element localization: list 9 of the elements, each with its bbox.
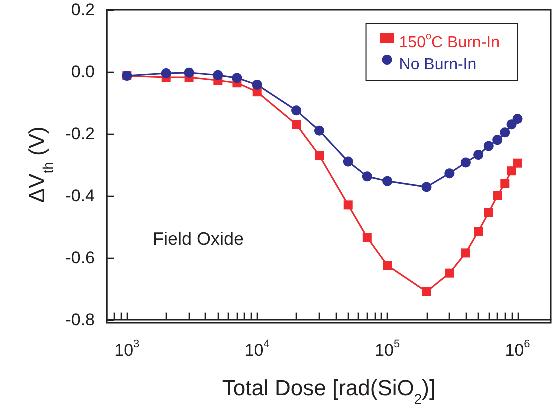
- legend-label: No Burn-In: [399, 56, 477, 74]
- y-tick-label: 0.2: [71, 0, 95, 20]
- y-tick-label: -0.6: [66, 248, 95, 268]
- y-tick-label: -0.2: [66, 124, 95, 144]
- y-tick-label: -0.8: [66, 310, 95, 330]
- y-tick-label: -0.4: [66, 186, 95, 206]
- y-tick-label: 0.0: [71, 62, 95, 82]
- y-axis-title: ΔVth (V): [24, 126, 56, 204]
- annotation: Field Oxide: [153, 229, 244, 249]
